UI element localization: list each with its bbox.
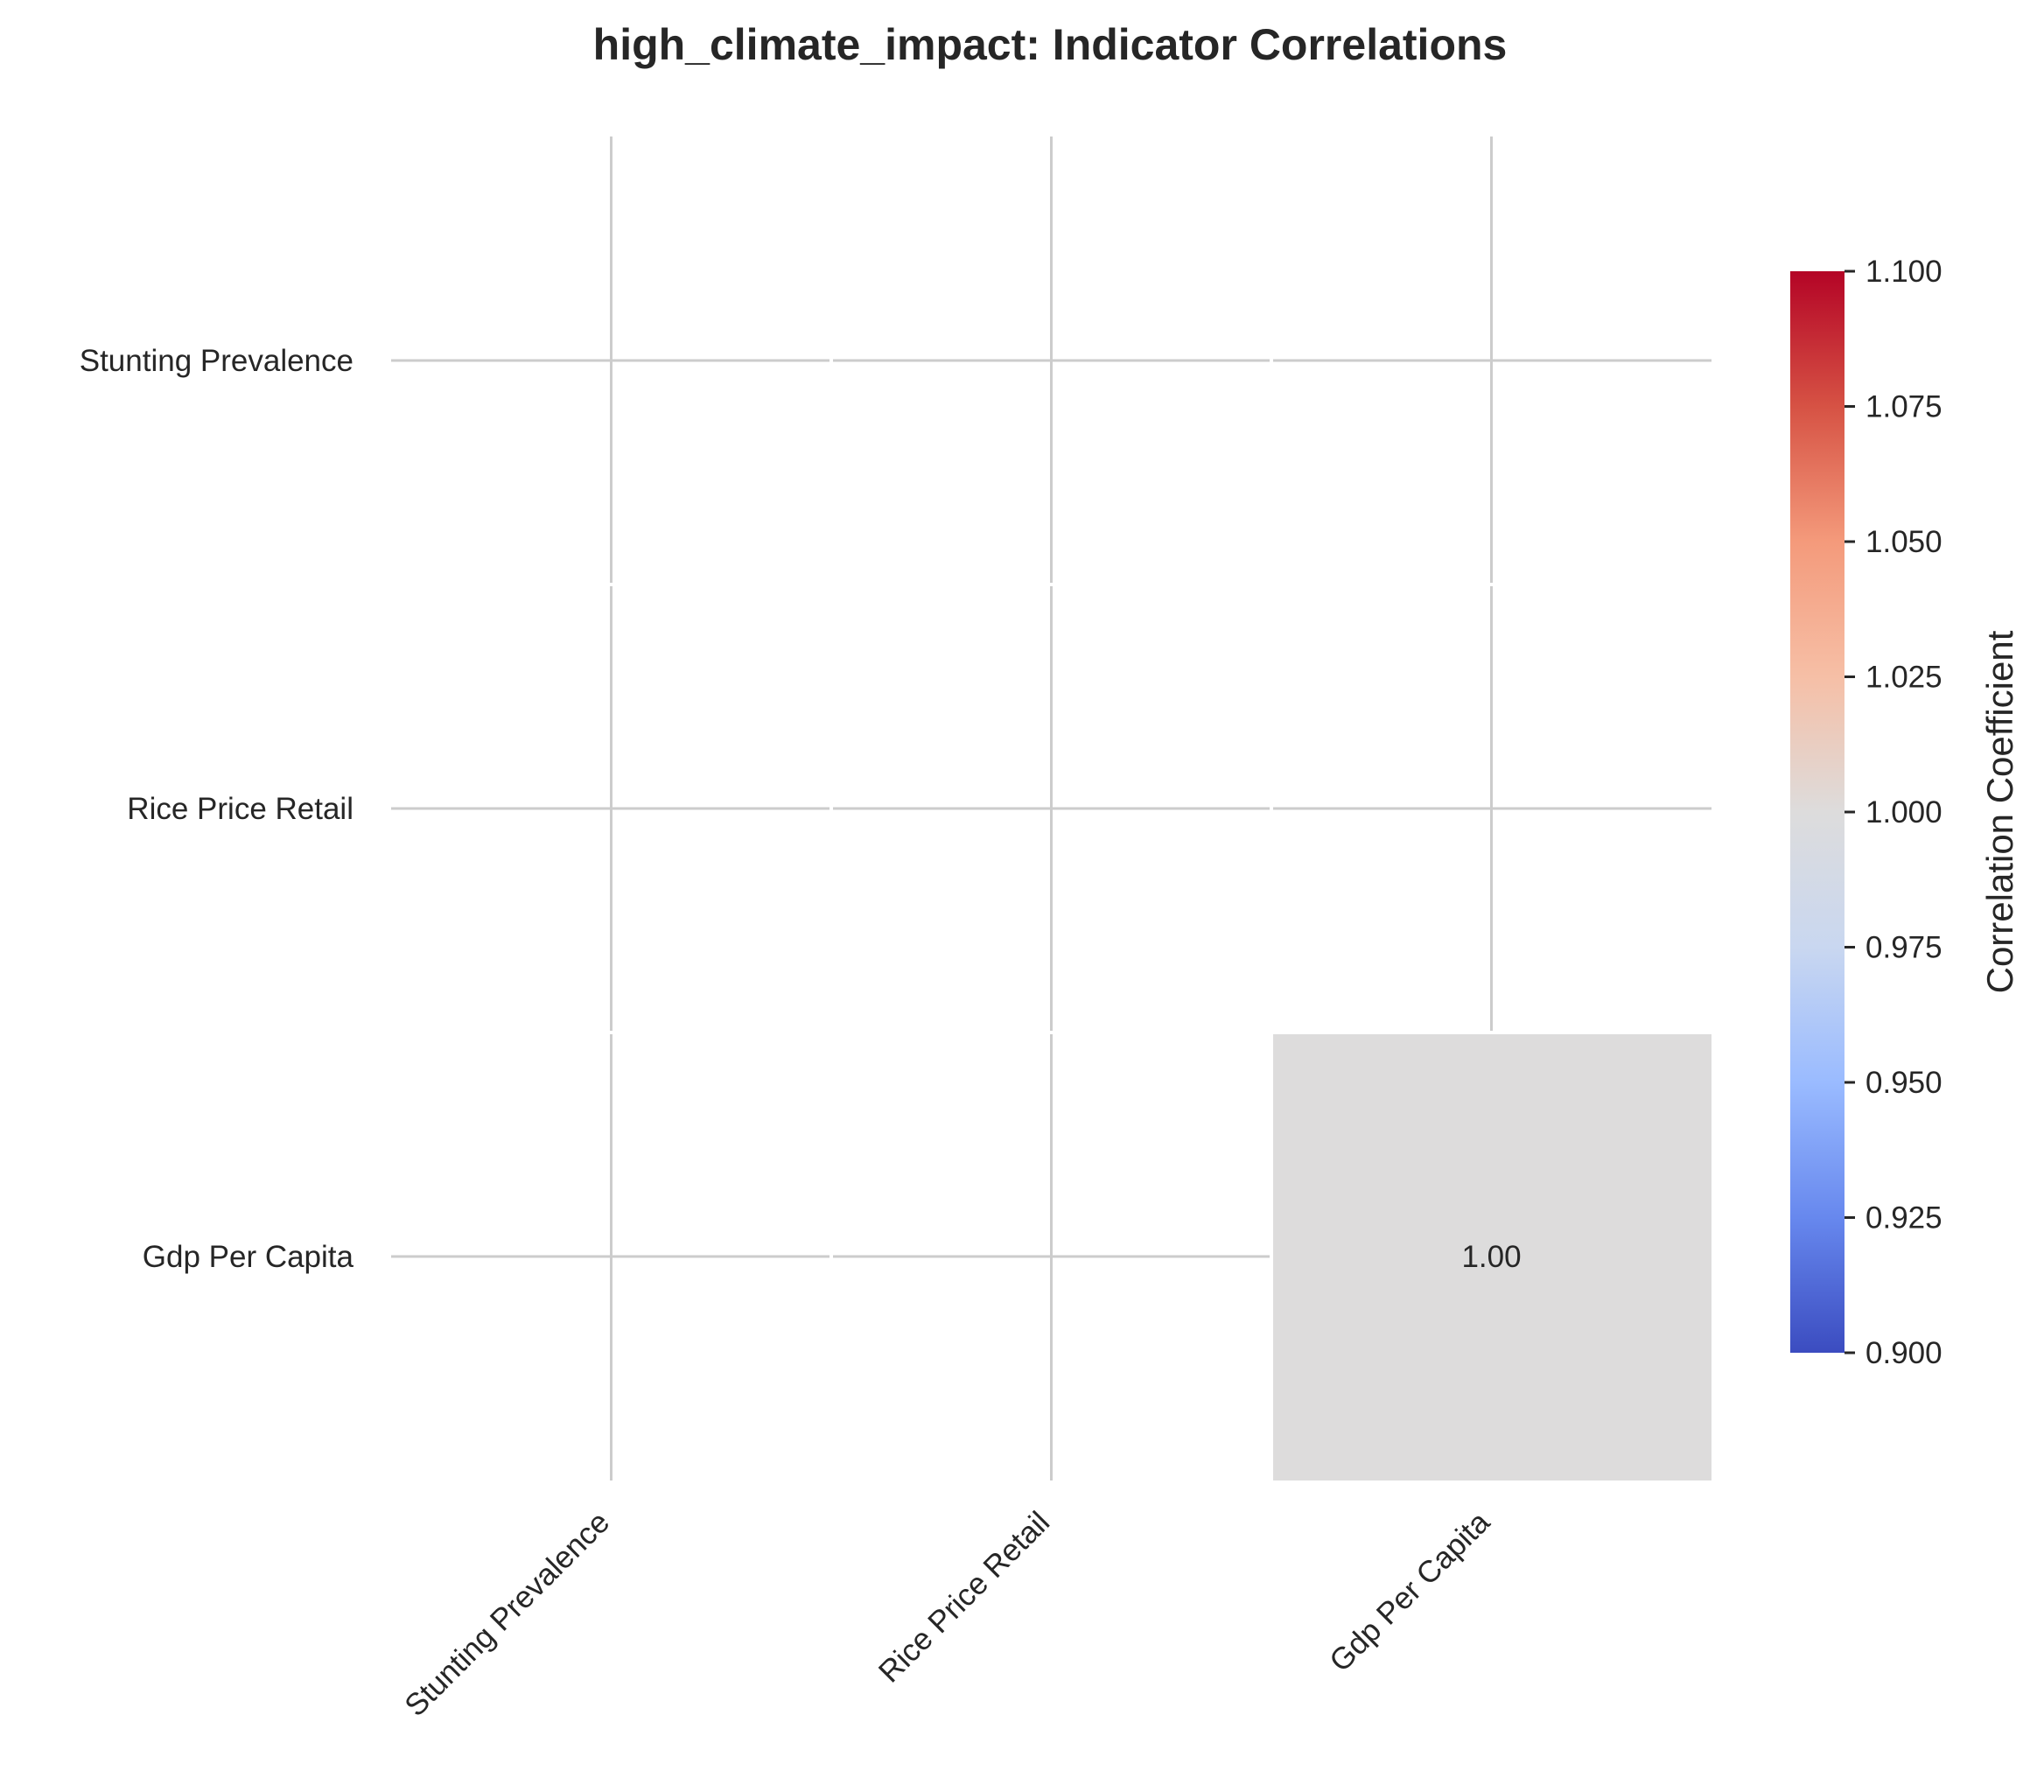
heatmap-cells: [1273, 1034, 1712, 1480]
colorbar-label: Correlation Coefficient: [1979, 630, 2020, 993]
colorbar-tick-label: 1.075: [1866, 390, 1942, 424]
cell-annotations: 1.00: [1461, 1240, 1521, 1274]
gridlines: [391, 136, 1712, 1480]
cell-annotation: 1.00: [1461, 1240, 1521, 1274]
heatmap-cell: [1273, 1034, 1712, 1480]
column-tick-labels: Stunting Prevalence Rice Price Retail Gdp …: [398, 1505, 1496, 1723]
row-tick-labels: Stunting Prevalence Rice Price Retail Gdp …: [80, 344, 354, 1274]
colorbar-tick-label: 1.100: [1866, 255, 1942, 289]
colorbar-gradient-bar: [1790, 271, 1844, 1353]
row-tick-label: Gdp Per Capita: [143, 1240, 354, 1274]
colorbar: 1.100 1.075 1.050 1.025 1.000 0.975 0.950 0.925…: [1790, 255, 2020, 1370]
colorbar-tick-label: 0.900: [1866, 1336, 1942, 1370]
row-tick-label: Stunting Prevalence: [80, 344, 354, 378]
column-tick-label: Stunting Prevalence: [398, 1505, 616, 1723]
colorbar-tick-label: 1.000: [1866, 795, 1942, 830]
chart-title: high_climate_impact: Indicator Correlati…: [593, 20, 1508, 69]
colorbar-tick-label: 0.950: [1866, 1066, 1942, 1100]
colorbar-tick-label: 1.050: [1866, 525, 1942, 559]
colorbar-ticks: 1.100 1.075 1.050 1.025 1.000 0.975 0.950 0.925…: [1844, 255, 1942, 1370]
colorbar-tick-label: 0.975: [1866, 931, 1942, 965]
column-tick-label: Gdp Per Capita: [1323, 1505, 1497, 1679]
row-tick-label: Rice Price Retail: [127, 792, 354, 826]
colorbar-tick-label: 0.925: [1866, 1201, 1942, 1236]
column-tick-label: Rice Price Retail: [872, 1505, 1057, 1690]
colorbar-tick-label: 1.025: [1866, 661, 1942, 695]
